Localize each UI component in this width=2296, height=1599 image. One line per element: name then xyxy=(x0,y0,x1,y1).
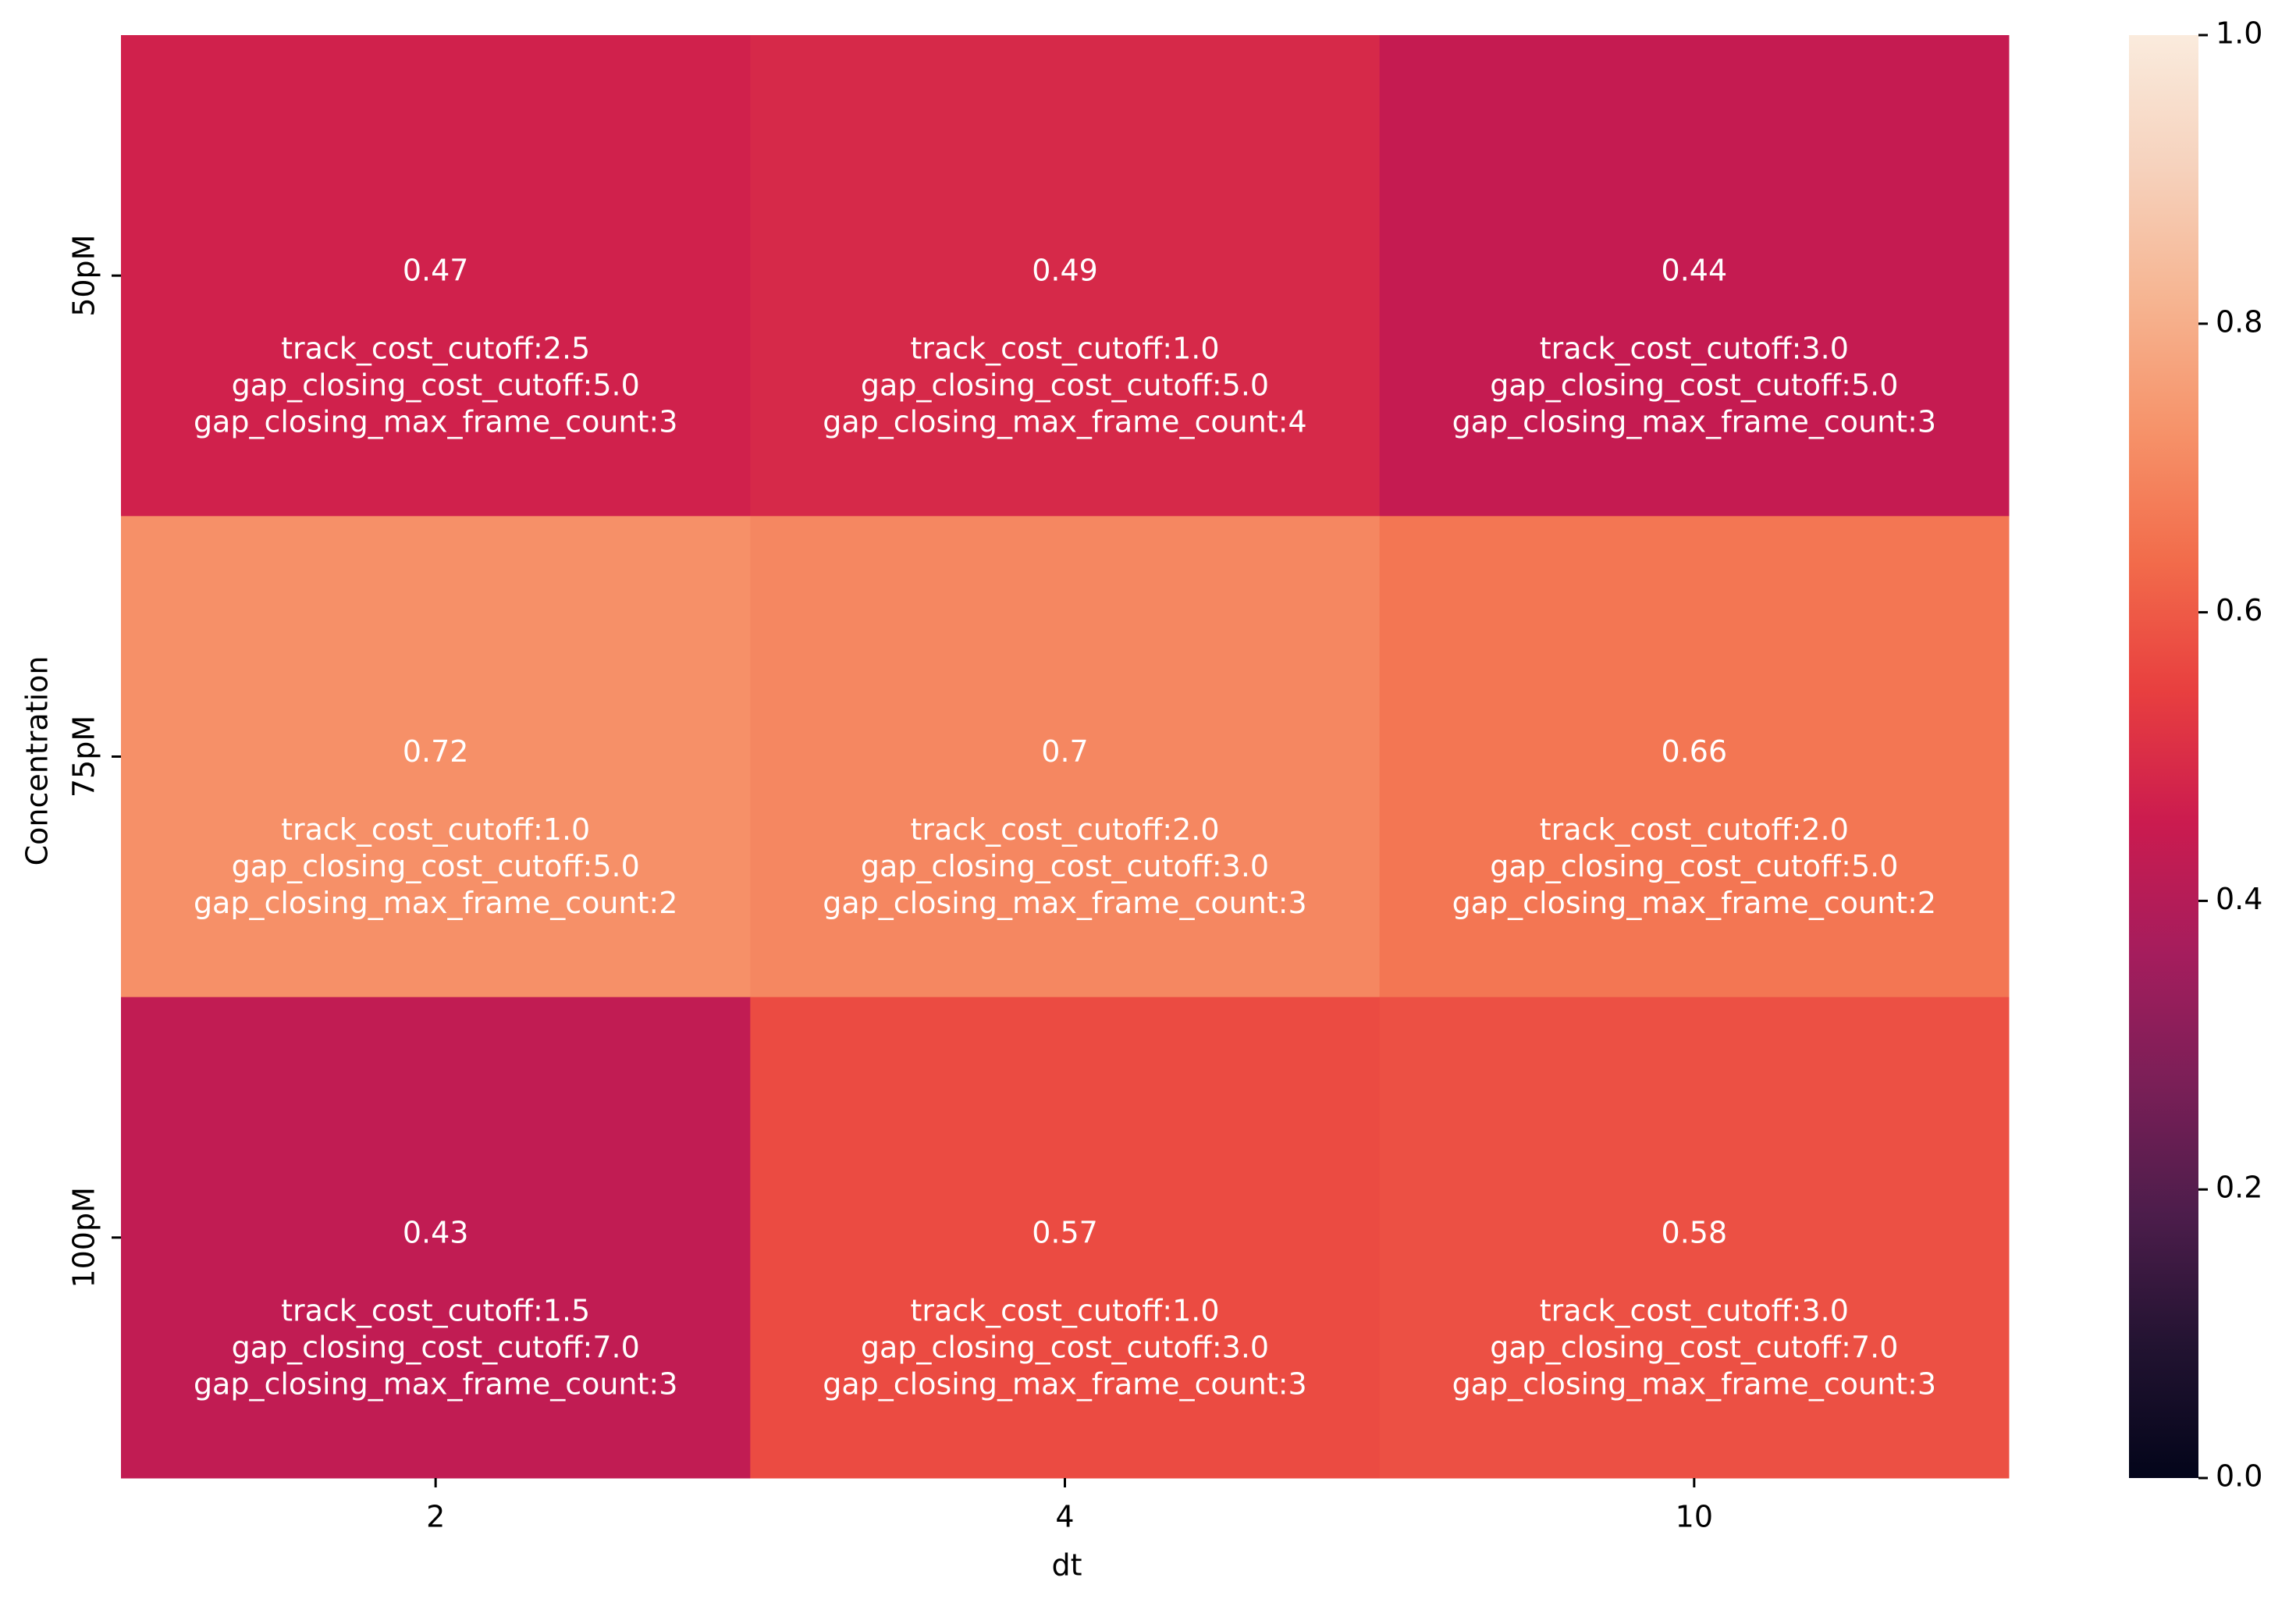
x-tick-label: 10 xyxy=(1676,1500,1713,1534)
cell-annotation-line: track_cost_cutoff:1.0 xyxy=(910,332,1219,366)
cell-annotation-line: gap_closing_max_frame_count:2 xyxy=(1452,886,1936,920)
y-tick-label: 100pM xyxy=(67,1187,101,1288)
cell-value-label: 0.58 xyxy=(1662,1215,1728,1249)
cell-annotation-line: track_cost_cutoff:2.5 xyxy=(281,332,590,366)
colorbar-tick-label: 0.2 xyxy=(2216,1171,2262,1205)
colorbar-tick-label: 0.0 xyxy=(2216,1459,2262,1494)
x-axis-label: dt xyxy=(1051,1548,1082,1583)
colorbar-tick-label: 0.6 xyxy=(2216,593,2262,627)
y-axis-label: Concentration xyxy=(20,656,55,866)
cell-annotation-line: gap_closing_cost_cutoff:3.0 xyxy=(861,849,1269,883)
cell-value-label: 0.72 xyxy=(403,734,469,769)
cell-annotation-line: track_cost_cutoff:2.0 xyxy=(910,812,1219,847)
cell-annotation-line: track_cost_cutoff:1.5 xyxy=(281,1293,590,1327)
heatmap-cells: 0.47track_cost_cutoff:2.5gap_closing_cos… xyxy=(121,35,2010,1479)
cell-annotation-line: gap_closing_cost_cutoff:3.0 xyxy=(861,1330,1269,1364)
cell-value-label: 0.7 xyxy=(1041,734,1088,769)
cell-value-label: 0.47 xyxy=(403,254,469,288)
colorbar-tick-label: 0.8 xyxy=(2216,304,2262,339)
cell-annotation-line: gap_closing_cost_cutoff:5.0 xyxy=(861,368,1269,403)
cell-annotation-line: track_cost_cutoff:1.0 xyxy=(910,1293,1219,1327)
heatmap-cell xyxy=(750,35,1381,517)
cell-value-label: 0.44 xyxy=(1662,254,1728,288)
cell-annotation-line: track_cost_cutoff:3.0 xyxy=(1540,332,1849,366)
y-tick-label: 50pM xyxy=(67,235,101,317)
cell-annotation-line: track_cost_cutoff:1.0 xyxy=(281,812,590,847)
cell-annotation-line: gap_closing_cost_cutoff:5.0 xyxy=(232,368,640,403)
cell-value-label: 0.57 xyxy=(1032,1215,1098,1249)
cell-value-label: 0.49 xyxy=(1032,254,1098,288)
heatmap-cell xyxy=(121,35,751,517)
cell-annotation-line: gap_closing_cost_cutoff:7.0 xyxy=(1490,1330,1898,1364)
heatmap-cell xyxy=(1379,35,2010,517)
cell-annotation-line: gap_closing_max_frame_count:3 xyxy=(194,405,677,439)
colorbar-tick-label: 1.0 xyxy=(2216,16,2262,51)
heatmap-cell xyxy=(121,997,751,1479)
cell-value-label: 0.66 xyxy=(1662,734,1728,769)
colorbar-gradient xyxy=(2129,35,2198,1478)
cell-annotation-line: gap_closing_cost_cutoff:5.0 xyxy=(232,849,640,883)
x-tick-label: 2 xyxy=(426,1500,445,1534)
heatmap-cell xyxy=(1379,516,2010,998)
heatmap-cell xyxy=(1379,997,2010,1479)
cell-annotation-line: gap_closing_max_frame_count:3 xyxy=(1452,1366,1936,1401)
colorbar-tick-label: 0.4 xyxy=(2216,882,2262,916)
cell-annotation-line: gap_closing_max_frame_count:3 xyxy=(823,886,1306,920)
colorbar: 0.0 0.2 0.4 0.6 0.8 1.0 xyxy=(2129,16,2262,1494)
y-axis: 50pM 75pM 100pM xyxy=(67,235,121,1288)
cell-annotation-line: gap_closing_cost_cutoff:7.0 xyxy=(232,1330,640,1364)
cell-annotation-line: gap_closing_cost_cutoff:5.0 xyxy=(1490,368,1898,403)
y-tick-label: 75pM xyxy=(67,716,101,798)
x-axis: 2 4 10 xyxy=(426,1478,1713,1534)
cell-annotation-line: track_cost_cutoff:3.0 xyxy=(1540,1293,1849,1327)
cell-annotation-line: gap_closing_max_frame_count:4 xyxy=(823,405,1306,439)
heatmap-cell xyxy=(750,997,1381,1479)
cell-annotation-line: gap_closing_cost_cutoff:5.0 xyxy=(1490,849,1898,883)
x-tick-label: 4 xyxy=(1055,1500,1074,1534)
cell-annotation-line: gap_closing_max_frame_count:2 xyxy=(194,886,677,920)
cell-value-label: 0.43 xyxy=(403,1215,469,1249)
heatmap-cell xyxy=(750,516,1381,998)
heatmap-cell xyxy=(121,516,751,998)
cell-annotation-line: gap_closing_max_frame_count:3 xyxy=(194,1366,677,1401)
cell-annotation-line: track_cost_cutoff:2.0 xyxy=(1540,812,1849,847)
cell-annotation-line: gap_closing_max_frame_count:3 xyxy=(1452,405,1936,439)
cell-annotation-line: gap_closing_max_frame_count:3 xyxy=(823,1366,1306,1401)
